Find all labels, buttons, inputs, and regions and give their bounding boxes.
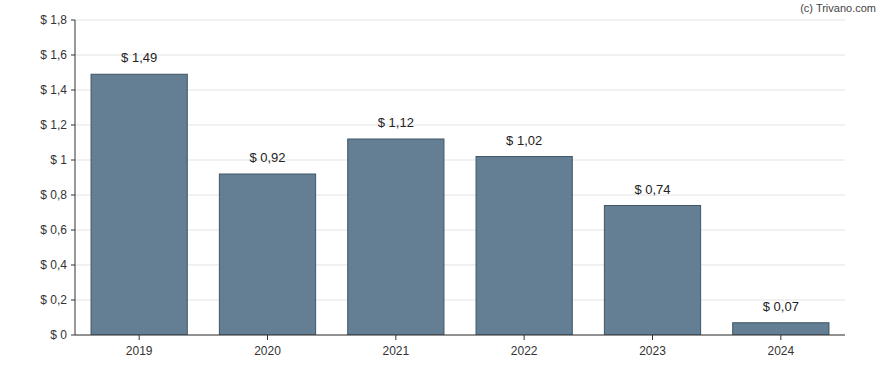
- x-tick-label: 2023: [639, 344, 666, 358]
- y-tick: [71, 265, 75, 266]
- data-label: $ 0,07: [763, 299, 799, 314]
- x-tick: [780, 335, 781, 340]
- bars: [91, 74, 829, 335]
- bar: [219, 174, 315, 335]
- y-tick: [71, 300, 75, 301]
- grid-line: [75, 125, 845, 126]
- x-tick: [395, 335, 396, 340]
- y-axis: [75, 20, 76, 335]
- x-tick-label: 2020: [254, 344, 281, 358]
- grid-line: [75, 90, 845, 91]
- y-tick: [71, 125, 75, 126]
- bar: [91, 74, 187, 335]
- credit: (c) Trivano.com: [800, 2, 876, 14]
- y-tick-label: $ 1,8: [40, 13, 67, 27]
- bar: [476, 157, 572, 336]
- y-tick-label: $ 1,2: [40, 118, 67, 132]
- y-tick-label: $ 0: [50, 328, 67, 342]
- y-tick-label: $ 1: [50, 153, 67, 167]
- chart: $ 0 $ 0,2 $ 0,4 $ 0,6 $ 0,8 $ 1 $ 1,2 $ 1,4 $ 1,…: [0, 0, 888, 370]
- y-tick-label: $ 0,4: [40, 258, 67, 272]
- x-tick: [652, 335, 653, 340]
- y-tick-label: $ 0,2: [40, 293, 67, 307]
- grid-line: [75, 335, 845, 336]
- y-tick: [71, 55, 75, 56]
- bar: [348, 139, 444, 335]
- y-tick-label: $ 1,6: [40, 48, 67, 62]
- y-tick: [71, 195, 75, 196]
- x-tick: [524, 335, 525, 340]
- y-tick: [71, 90, 75, 91]
- grid-line: [75, 265, 845, 266]
- x-tick-label: 2019: [126, 344, 153, 358]
- y-tick-label: $ 0,6: [40, 223, 67, 237]
- data-label: $ 1,02: [506, 133, 542, 148]
- x-axis: [75, 335, 845, 336]
- grid: [75, 20, 845, 335]
- y-tick-label: $ 0,8: [40, 188, 67, 202]
- grid-line: [75, 55, 845, 56]
- y-tick: [71, 335, 75, 336]
- y-tick: [71, 230, 75, 231]
- grid-line: [75, 20, 845, 21]
- x-tick: [139, 335, 140, 340]
- grid-line: [75, 230, 845, 231]
- x-tick-label: 2024: [767, 344, 794, 358]
- data-label: $ 0,74: [634, 182, 670, 197]
- bar: [604, 206, 700, 336]
- data-label: $ 1,49: [121, 50, 157, 65]
- y-tick: [71, 160, 75, 161]
- x-tick-label: 2021: [382, 344, 409, 358]
- bar: [733, 323, 829, 335]
- data-label: $ 0,92: [249, 150, 285, 165]
- y-tick-label: $ 1,4: [40, 83, 67, 97]
- x-tick: [267, 335, 268, 340]
- grid-line: [75, 160, 845, 161]
- x-tick-label: 2022: [511, 344, 538, 358]
- y-tick: [71, 20, 75, 21]
- grid-line: [75, 300, 845, 301]
- grid-line: [75, 195, 845, 196]
- data-label: $ 1,12: [378, 115, 414, 130]
